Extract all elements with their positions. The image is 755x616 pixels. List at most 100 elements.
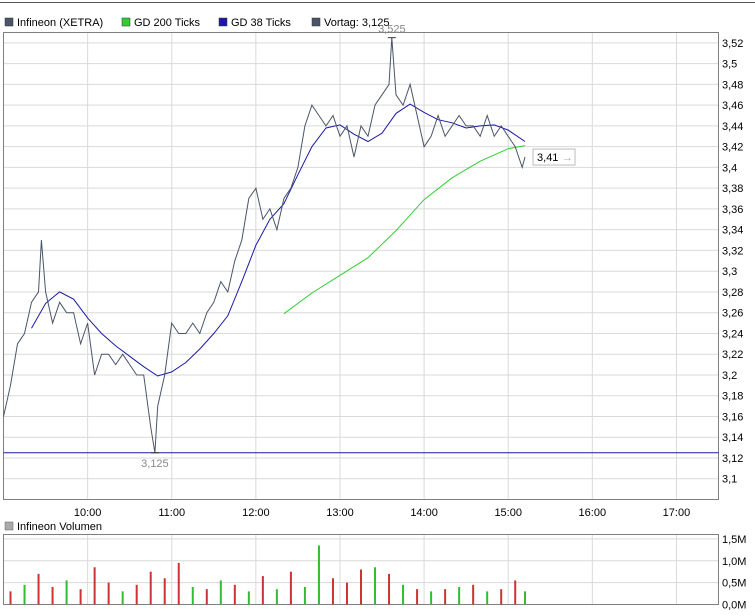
volume-bar — [472, 584, 475, 605]
volume-bar — [51, 587, 54, 605]
y-tick-label: 3,5 — [722, 59, 737, 71]
y-tick-label: 3,26 — [722, 308, 743, 320]
y-tick-label: 3,38 — [722, 183, 743, 195]
x-tick-label: 13:00 — [326, 507, 354, 519]
y-tick-label: 3,46 — [722, 100, 743, 112]
y-tick-label: 3,16 — [722, 411, 743, 423]
volume-bar — [65, 580, 68, 605]
volume-bar — [303, 587, 306, 605]
legend-swatch-gd200 — [121, 17, 131, 27]
main-x-axis: 10:00 11:00 12:00 13:00 14:00 15:00 16:00 17:00 — [74, 507, 690, 519]
volume-y-tick-label: 0,0M — [722, 600, 746, 612]
y-tick-label: 3,2 — [722, 370, 737, 382]
volume-bar — [524, 591, 527, 605]
volume-bar — [247, 591, 250, 605]
volume-bar — [388, 573, 391, 605]
volume-y-tick-label: 1,0M — [722, 556, 746, 568]
volume-bar — [37, 573, 40, 605]
legend-label-gd38: GD 38 Ticks — [231, 17, 291, 29]
volume-bar — [121, 591, 124, 605]
volume-bar — [486, 591, 489, 605]
series-line-gd200 — [283, 145, 526, 315]
last-price-label: 3,41 — [537, 152, 558, 164]
main-plot-frame — [3, 32, 719, 500]
volume-bar — [23, 584, 26, 605]
x-tick-label: 17:00 — [663, 507, 691, 519]
x-tick-label: 10:00 — [74, 507, 102, 519]
volume-bar — [345, 582, 348, 605]
y-tick-label: 3,24 — [722, 328, 743, 340]
x-tick-label: 12:00 — [242, 507, 270, 519]
volume-bar — [149, 571, 152, 605]
y-tick-label: 3,28 — [722, 287, 743, 299]
volume-bar — [107, 582, 110, 605]
volume-bar — [233, 584, 236, 605]
volume-bar — [135, 584, 138, 605]
x-tick-label: 15:00 — [494, 507, 522, 519]
x-tick-label: 11:00 — [158, 507, 185, 519]
high-label: 3,525 — [378, 24, 406, 36]
y-tick-label: 3,44 — [722, 121, 743, 133]
arrow-right-icon: → — [562, 152, 573, 164]
volume-bar — [430, 591, 433, 605]
volume-bar — [219, 580, 222, 605]
volume-bar — [402, 584, 405, 605]
volume-bar — [163, 578, 166, 605]
y-tick-label: 3,1 — [722, 474, 737, 486]
y-tick-label: 3,12 — [722, 453, 743, 465]
x-tick-label: 16:00 — [579, 507, 607, 519]
y-tick-label: 3,22 — [722, 349, 743, 361]
y-tick-label: 3,32 — [722, 245, 743, 257]
legend-swatch-volume — [4, 521, 14, 531]
volume-bar — [289, 571, 292, 605]
volume-bar — [458, 587, 461, 605]
volume-bar — [374, 567, 377, 605]
volume-bar — [514, 580, 517, 605]
series-line-price — [3, 37, 526, 453]
legend-swatch-gd38 — [218, 17, 228, 27]
volume-bar — [416, 589, 419, 605]
volume-bar — [191, 587, 194, 605]
volume-y-tick-label: 1,5M — [722, 534, 746, 546]
y-tick-label: 3,36 — [722, 204, 743, 216]
volume-y-tick-label: 0,5M — [722, 578, 746, 590]
volume-legend: Infineon Volumen — [4, 521, 102, 533]
volume-bars — [9, 545, 527, 605]
volume-y-axis: 0,0M 0,5M 1,0M 1,5M — [722, 534, 746, 612]
volume-bar — [331, 578, 334, 605]
legend-swatch-price — [4, 17, 14, 27]
volume-bar — [317, 545, 320, 605]
legend-label-volume: Infineon Volumen — [17, 521, 102, 533]
y-tick-label: 3,4 — [722, 162, 737, 174]
main-grid — [3, 32, 719, 500]
legend-label-gd200: GD 200 Ticks — [134, 17, 201, 29]
y-tick-label: 3,34 — [722, 225, 743, 237]
legend-label-vortag: Vortag: 3,125 — [324, 17, 389, 29]
y-tick-label: 3,18 — [722, 391, 743, 403]
volume-bar — [444, 589, 447, 605]
main-legend: Infineon (XETRA) GD 200 Ticks GD 38 Tick… — [4, 17, 389, 29]
volume-bar — [93, 567, 96, 605]
main-y-axis: 3,1 3,12 3,14 3,16 3,18 3,2 3,22 3,24 3,26 3,28 3,… — [722, 38, 743, 486]
y-tick-label: 3,14 — [722, 432, 743, 444]
volume-bar — [205, 589, 208, 605]
volume-bar — [9, 591, 12, 605]
legend-swatch-vortag — [311, 17, 321, 27]
series-line-gd38 — [31, 103, 526, 377]
legend-label-price: Infineon (XETRA) — [17, 17, 103, 29]
x-tick-label: 14:00 — [410, 507, 438, 519]
y-tick-label: 3,48 — [722, 79, 743, 91]
low-label: 3,125 — [141, 458, 169, 470]
volume-bar — [500, 589, 503, 605]
volume-bar — [275, 589, 278, 605]
last-price-box — [532, 148, 576, 166]
volume-bar — [79, 589, 82, 605]
last-price-badge: 3,41 → — [532, 148, 576, 166]
y-tick-label: 3,52 — [722, 38, 743, 50]
volume-bar — [360, 569, 362, 605]
y-tick-label: 3,3 — [722, 266, 737, 278]
y-tick-label: 3,42 — [722, 142, 743, 154]
volume-bar — [177, 562, 180, 605]
volume-bar — [261, 576, 264, 605]
